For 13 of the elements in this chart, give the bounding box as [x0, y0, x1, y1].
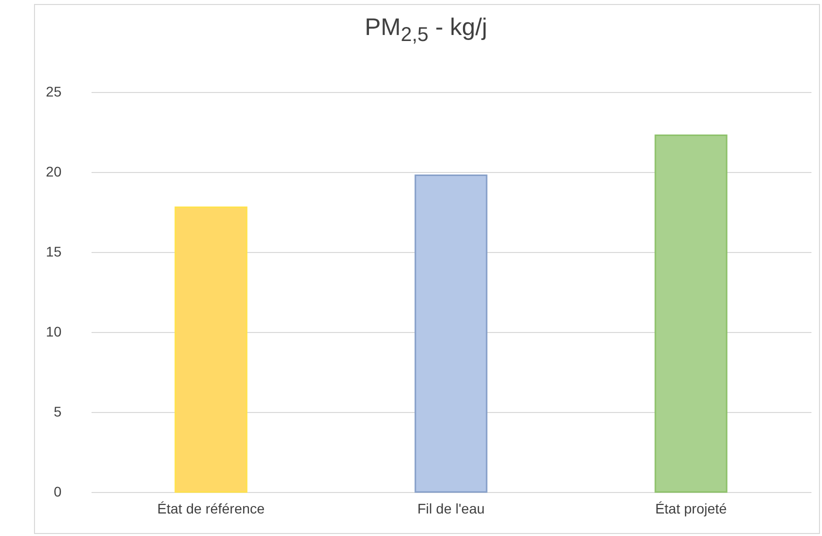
y-tick-label: 15	[46, 244, 62, 260]
chart-title: PM$_{2,5}$ - kg/j	[364, 14, 488, 47]
y-tick-label: 25	[46, 84, 62, 100]
x-tick-label: État de référence	[157, 500, 265, 516]
y-tick-label: 5	[54, 404, 62, 420]
x-tick-label: Fil de l'eau	[417, 500, 485, 516]
bar	[414, 174, 488, 493]
y-tick-label: 20	[46, 164, 62, 180]
x-tick-label: État projeté	[655, 500, 728, 516]
y-tick-label: 10	[46, 324, 62, 340]
bar	[174, 206, 248, 493]
y-tick-label: 0	[54, 484, 62, 500]
bar	[654, 134, 728, 493]
